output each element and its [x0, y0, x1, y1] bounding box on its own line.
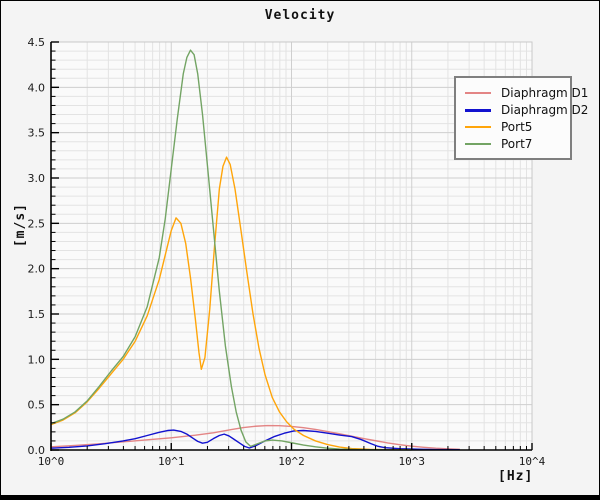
legend: Diaphragm D1 Diaphragm D2 Port5 Port7: [454, 76, 588, 160]
legend-item-diaphragm-d2: Diaphragm D2: [465, 102, 588, 118]
legend-swatch: [465, 143, 491, 145]
y-tick-label: 2.0: [28, 263, 46, 276]
y-tick-label: 4.5: [28, 36, 46, 49]
x-tick-label: 10^2: [278, 455, 305, 468]
legend-label: Diaphragm D2: [501, 103, 589, 117]
y-tick-label: 3.5: [28, 127, 46, 140]
y-tick-label: 1.5: [28, 308, 46, 321]
series-line-diaphragm-d1: [50, 424, 460, 450]
legend-swatch: [465, 92, 491, 94]
y-tick-label: 1.0: [28, 353, 46, 366]
series-line-port7: [50, 49, 412, 451]
x-tick-label: 10^4: [519, 455, 546, 468]
series-line-diaphragm-d2: [50, 429, 460, 451]
x-axis-unit-label: [Hz]: [498, 469, 534, 484]
legend-item-diaphragm-d1: Diaphragm D1: [465, 85, 588, 101]
x-tick-label: 10^0: [38, 455, 65, 468]
y-axis-unit-label: [m/s]: [13, 203, 28, 248]
legend-label: Port7: [501, 137, 533, 151]
legend-label: Port5: [501, 120, 533, 134]
chart-title: Velocity: [264, 8, 336, 23]
legend-item-port7: Port7: [465, 136, 566, 152]
y-tick-label: 2.5: [28, 217, 46, 230]
y-tick-label: 0.5: [28, 399, 46, 412]
y-tick-label: 0.0: [28, 444, 46, 457]
x-tick-label: 10^3: [399, 455, 426, 468]
legend-item-port5: Port5: [465, 119, 566, 135]
y-tick-label: 3.0: [28, 172, 46, 185]
y-tick-label: 4.0: [28, 81, 46, 94]
legend-label: Diaphragm D1: [501, 86, 589, 100]
x-tick-label: 10^1: [158, 455, 185, 468]
series-line-port5: [50, 156, 412, 451]
legend-swatch: [465, 126, 491, 128]
legend-swatch: [465, 108, 491, 112]
